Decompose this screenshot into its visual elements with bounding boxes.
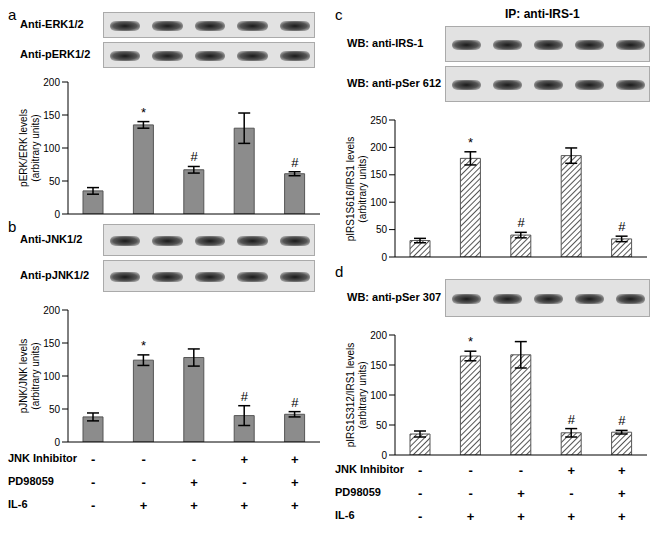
html-text:b: b (8, 218, 17, 235)
svg-text:*: * (141, 105, 146, 120)
html-text:PD98059: PD98059 (8, 475, 54, 487)
svg-text:#: # (618, 219, 626, 234)
html-text:d: d (335, 263, 344, 280)
svg-text:#: # (568, 412, 576, 427)
html-text:pERK/ERK levels: pERK/ERK levels (18, 109, 29, 187)
svg-text:200: 200 (43, 305, 60, 316)
svg-text:100: 100 (43, 143, 60, 154)
svg-text:*: * (141, 338, 146, 353)
svg-text:0: 0 (54, 209, 60, 220)
svg-text:150: 150 (43, 110, 60, 121)
svg-text:50: 50 (49, 176, 61, 187)
svg-text:50: 50 (376, 420, 388, 431)
html-text:Anti-pERK1/2: Anti-pERK1/2 (20, 48, 91, 60)
html-text:IL-6: IL-6 (335, 509, 355, 521)
html-text:IP: anti-IRS-1: IP: anti-IRS-1 (505, 7, 580, 21)
html-text:(arbitrary units): (arbitrary units) (357, 361, 368, 429)
svg-text:0: 0 (381, 252, 387, 263)
svg-text:#: # (517, 215, 525, 230)
svg-text:150: 150 (370, 360, 387, 371)
svg-text:*: * (468, 334, 473, 349)
html-text:pIRS1S616/IRS1 levels: pIRS1S616/IRS1 levels (345, 136, 356, 241)
html-text:c: c (335, 6, 343, 23)
svg-text:200: 200 (370, 330, 387, 341)
html-text:Anti-JNK1/2: Anti-JNK1/2 (20, 233, 83, 245)
svg-text:200: 200 (370, 142, 387, 153)
svg-text:#: # (291, 395, 299, 410)
svg-text:50: 50 (49, 404, 61, 415)
html-text:IL-6: IL-6 (8, 498, 28, 510)
svg-text:200: 200 (43, 77, 60, 88)
svg-text:#: # (618, 413, 626, 428)
svg-text:0: 0 (54, 437, 60, 448)
html-text:Anti-pJNK1/2: Anti-pJNK1/2 (20, 269, 90, 281)
html-text:JNK Inhibitor: JNK Inhibitor (335, 463, 405, 475)
svg-text:50: 50 (376, 224, 388, 235)
svg-text:100: 100 (370, 197, 387, 208)
html-text:JNK Inhibitor: JNK Inhibitor (8, 452, 78, 464)
svg-text:150: 150 (370, 169, 387, 180)
svg-text:100: 100 (43, 371, 60, 382)
html-text:WB: anti-pSer 612: WB: anti-pSer 612 (347, 77, 442, 89)
html-text:WB: anti-IRS-1: WB: anti-IRS-1 (347, 37, 424, 49)
html-text:Anti-ERK1/2: Anti-ERK1/2 (20, 18, 84, 30)
svg-text:100: 100 (370, 390, 387, 401)
svg-text:0: 0 (381, 450, 387, 461)
svg-text:#: # (241, 389, 249, 404)
svg-text:*: * (468, 135, 473, 150)
html-text:pJNK/JNK levels: pJNK/JNK levels (18, 338, 29, 414)
html-text:PD98059: PD98059 (335, 486, 381, 498)
html-text:(arbitrary units): (arbitrary units) (357, 154, 368, 223)
svg-text:250: 250 (370, 115, 387, 126)
html-text:a: a (8, 6, 17, 23)
svg-text:#: # (291, 155, 299, 170)
html-text:pIRS1S312/IRS1 levels: pIRS1S312/IRS1 levels (345, 342, 356, 448)
html-text:(arbitrary units): (arbitrary units) (30, 114, 41, 182)
html-text:WB: anti-pSer 307: WB: anti-pSer 307 (347, 291, 442, 303)
svg-text:#: # (190, 149, 198, 164)
html-text:(arbitrary units): (arbitrary units) (30, 342, 41, 410)
svg-text:150: 150 (43, 338, 60, 349)
